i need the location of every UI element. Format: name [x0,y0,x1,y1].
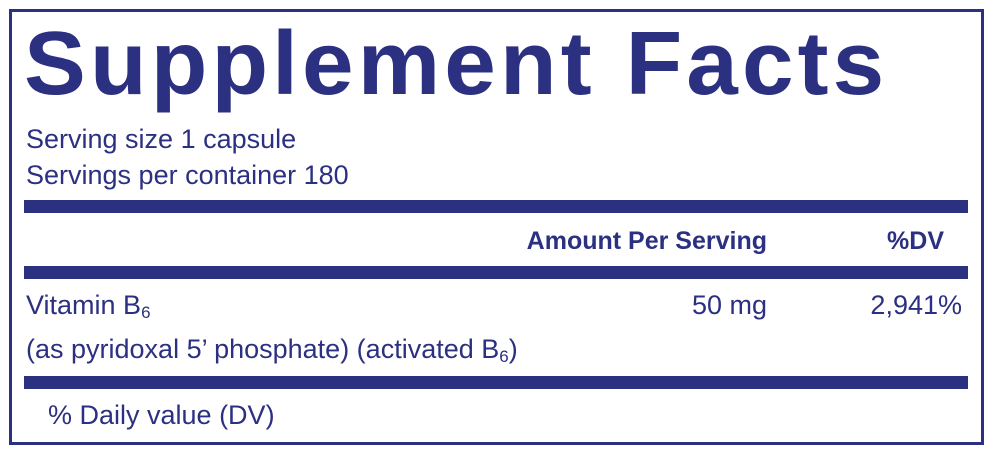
nutrient-name-text: Vitamin B [26,290,142,320]
dv-header: %DV [887,227,944,255]
nutrient-amount: 50 mg [691,290,767,320]
label-frame [9,9,984,445]
amount-header: Amount Per Serving [526,227,767,255]
footnote: % Daily value (DV) [48,400,275,430]
nutrient-name: Vitamin B6 [26,290,151,322]
nutrient-source: (as pyridoxal 5’ phosphate) (activated B… [26,334,518,366]
divider-bar [24,376,968,389]
nutrient-source-end: ) [508,334,518,364]
nutrient-name-subscript: 6 [141,303,151,322]
nutrient-source-subscript: 6 [499,347,509,366]
divider-bar [24,200,968,213]
divider-bar [24,266,968,279]
serving-size: Serving size 1 capsule [26,124,297,154]
servings-per-container: Servings per container 180 [26,160,349,190]
label-title: Supplement Facts [24,14,889,114]
nutrient-dv: 2,941% [870,290,962,320]
nutrient-source-text: (as pyridoxal 5’ phosphate) (activated B [26,334,500,364]
